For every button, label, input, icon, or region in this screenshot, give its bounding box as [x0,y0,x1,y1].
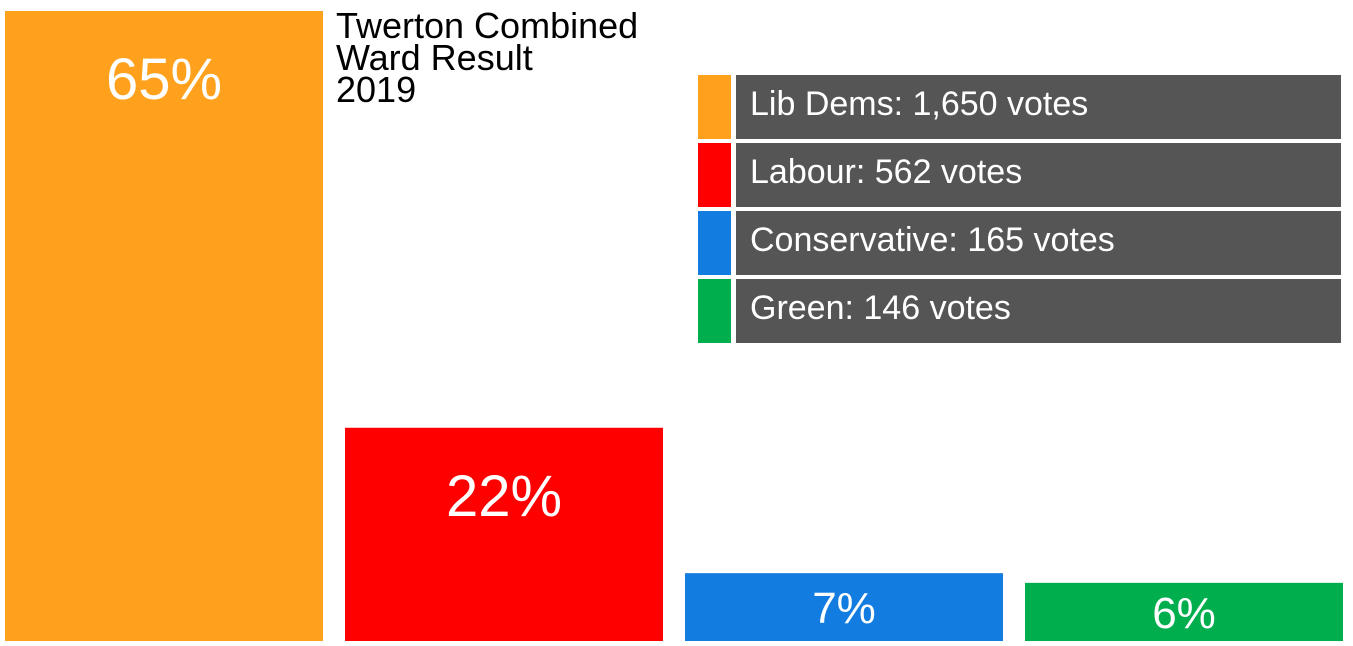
bar-lib-dems [5,11,323,641]
chart-title-line-2: Ward Result [336,37,533,78]
bar-conservative [685,573,1003,641]
legend-swatch-conservative [698,211,731,275]
legend-item-conservative: Conservative: 165 votes [698,211,1341,275]
legend-label-lib-dems: Lib Dems: 1,650 votes [750,85,1089,123]
data-label-conservative: 7% [812,584,876,633]
legend-item-labour: Labour: 562 votes [698,143,1341,207]
legend-box-conservative: Conservative: 165 votes [736,211,1341,275]
bar-labour [345,427,663,641]
legend-box-lib-dems: Lib Dems: 1,650 votes [736,75,1341,139]
data-label-green: 6% [1152,589,1216,638]
legend-item-lib-dems: Lib Dems: 1,650 votes [698,75,1341,139]
legend-label-green: Green: 146 votes [750,289,1011,327]
legend-swatch-green [698,279,731,343]
chart-title: Twerton Combined Ward Result 2019 [336,5,736,110]
legend-swatch-labour [698,143,731,207]
legend-label-labour: Labour: 562 votes [750,153,1023,191]
legend-item-green: Green: 146 votes [698,279,1341,343]
legend-label-conservative: Conservative: 165 votes [750,221,1115,259]
legend: Lib Dems: 1,650 votes Labour: 562 votes … [698,75,1341,347]
chart-title-line-3: 2019 [336,69,417,110]
legend-box-labour: Labour: 562 votes [736,143,1341,207]
legend-box-green: Green: 146 votes [736,279,1341,343]
bar-green [1025,582,1343,641]
chart-title-line-1: Twerton Combined [336,5,639,46]
legend-swatch-lib-dems [698,75,731,139]
data-label-lib-dems: 65% [106,47,222,112]
data-label-labour: 22% [446,464,562,529]
